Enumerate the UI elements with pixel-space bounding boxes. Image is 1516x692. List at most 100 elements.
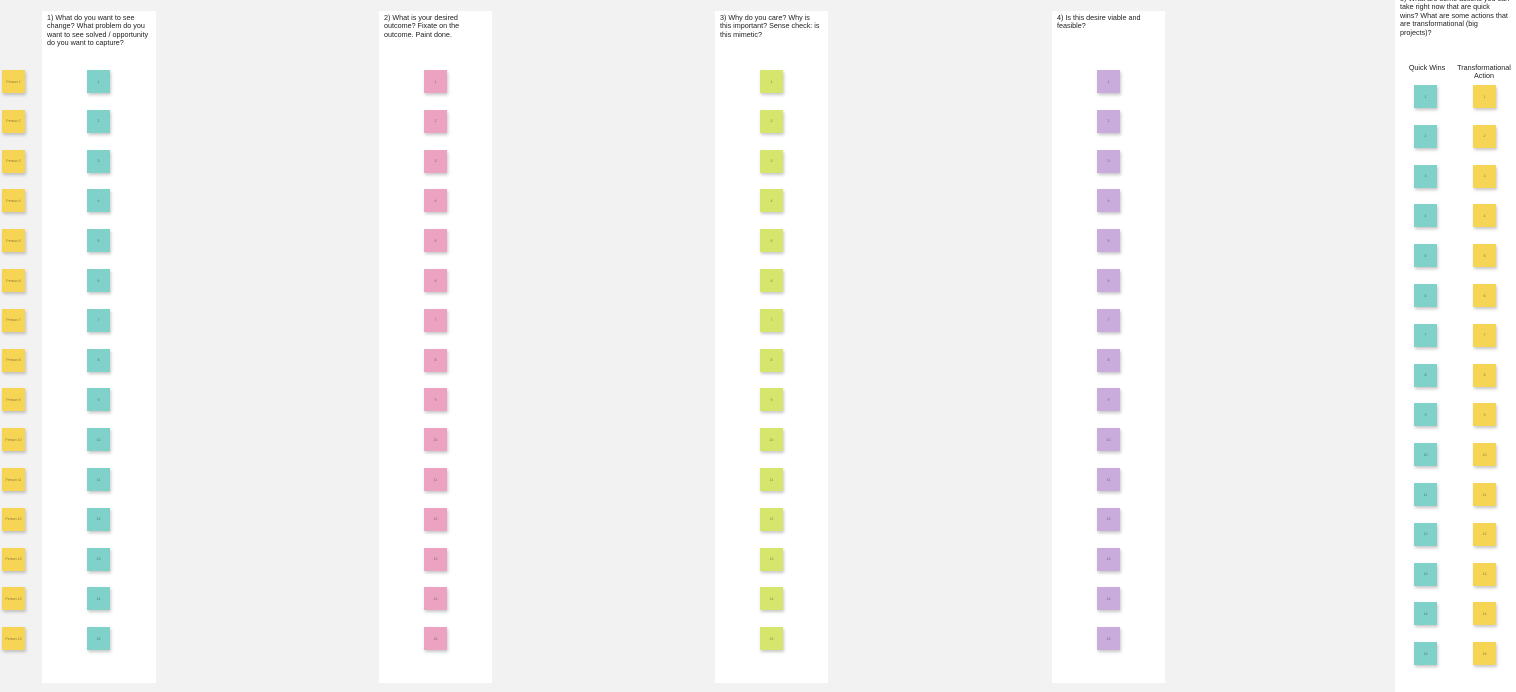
quick-wins-sticky[interactable]: 14 (1414, 602, 1437, 626)
quick-wins-sticky[interactable]: 11 (1414, 483, 1437, 506)
col3-sticky[interactable]: 1 (760, 70, 783, 93)
col3-sticky[interactable]: 12 (760, 507, 783, 531)
col3-sticky[interactable]: 15 (760, 627, 783, 651)
col1-sticky[interactable]: 5 (87, 229, 110, 253)
col1-sticky[interactable]: 12 (87, 507, 110, 531)
transformational-sticky[interactable]: 9 (1473, 403, 1496, 427)
transformational-sticky[interactable]: 5 (1473, 244, 1496, 268)
col4-sticky[interactable]: 12 (1097, 507, 1120, 531)
transformational-sticky[interactable]: 2 (1473, 124, 1496, 148)
col4-sticky[interactable]: 8 (1097, 348, 1120, 372)
col2-sticky[interactable]: 12 (424, 507, 447, 531)
col2-sticky[interactable]: 5 (424, 229, 447, 253)
col1-sticky[interactable]: 11 (87, 468, 110, 491)
transformational-sticky[interactable]: 11 (1473, 483, 1496, 506)
col2-sticky[interactable]: 6 (424, 269, 447, 292)
quick-wins-sticky[interactable]: 4 (1414, 204, 1437, 228)
transformational-sticky[interactable]: 3 (1473, 164, 1496, 188)
person-sticky[interactable]: Person 10 (2, 428, 25, 452)
col3-sticky[interactable]: 7 (760, 308, 783, 332)
transformational-sticky[interactable]: 4 (1473, 204, 1496, 228)
col2-sticky[interactable]: 11 (424, 468, 447, 491)
person-sticky[interactable]: Person 1 (2, 70, 25, 93)
col2-sticky[interactable]: 2 (424, 109, 447, 133)
col4-sticky[interactable]: 10 (1097, 428, 1120, 452)
col1-sticky[interactable]: 9 (87, 388, 110, 412)
col3-sticky[interactable]: 5 (760, 229, 783, 253)
col3-sticky[interactable]: 11 (760, 468, 783, 491)
transformational-sticky[interactable]: 10 (1473, 443, 1496, 467)
col1-sticky[interactable]: 14 (87, 587, 110, 611)
col2-sticky[interactable]: 1 (424, 70, 447, 93)
col3-sticky[interactable]: 10 (760, 428, 783, 452)
transformational-sticky[interactable]: 15 (1473, 642, 1496, 666)
quick-wins-sticky[interactable]: 13 (1414, 562, 1437, 586)
col4-sticky[interactable]: 15 (1097, 627, 1120, 651)
quick-wins-sticky[interactable]: 6 (1414, 284, 1437, 307)
col4-sticky[interactable]: 6 (1097, 269, 1120, 292)
col1-sticky[interactable]: 13 (87, 547, 110, 571)
transformational-sticky[interactable]: 14 (1473, 602, 1496, 626)
person-sticky[interactable]: Person 3 (2, 149, 25, 173)
col4-sticky[interactable]: 3 (1097, 149, 1120, 173)
col3-sticky[interactable]: 4 (760, 189, 783, 213)
col4-sticky[interactable]: 4 (1097, 189, 1120, 213)
col2-sticky[interactable]: 9 (424, 388, 447, 412)
col2-sticky[interactable]: 3 (424, 149, 447, 173)
transformational-sticky[interactable]: 13 (1473, 562, 1496, 586)
person-sticky[interactable]: Person 14 (2, 587, 25, 611)
col3-sticky[interactable]: 2 (760, 109, 783, 133)
transformational-sticky[interactable]: 12 (1473, 522, 1496, 546)
col1-sticky[interactable]: 4 (87, 189, 110, 213)
quick-wins-sticky[interactable]: 7 (1414, 323, 1437, 347)
col2-sticky[interactable]: 10 (424, 428, 447, 452)
person-sticky[interactable]: Person 6 (2, 269, 25, 292)
quick-wins-sticky[interactable]: 9 (1414, 403, 1437, 427)
quick-wins-sticky[interactable]: 1 (1414, 85, 1437, 108)
person-sticky[interactable]: Person 12 (2, 507, 25, 531)
col4-sticky[interactable]: 14 (1097, 587, 1120, 611)
col3-sticky[interactable]: 9 (760, 388, 783, 412)
col2-sticky[interactable]: 13 (424, 547, 447, 571)
col4-sticky[interactable]: 5 (1097, 229, 1120, 253)
transformational-sticky[interactable]: 7 (1473, 323, 1496, 347)
col3-sticky[interactable]: 6 (760, 269, 783, 292)
col3-sticky[interactable]: 14 (760, 587, 783, 611)
col2-sticky[interactable]: 8 (424, 348, 447, 372)
col4-sticky[interactable]: 7 (1097, 308, 1120, 332)
col1-sticky[interactable]: 10 (87, 428, 110, 452)
col4-sticky[interactable]: 1 (1097, 70, 1120, 93)
col4-sticky[interactable]: 2 (1097, 109, 1120, 133)
person-sticky[interactable]: Person 15 (2, 627, 25, 651)
quick-wins-sticky[interactable]: 10 (1414, 443, 1437, 467)
quick-wins-sticky[interactable]: 2 (1414, 124, 1437, 148)
transformational-sticky[interactable]: 8 (1473, 363, 1496, 387)
person-sticky[interactable]: Person 9 (2, 388, 25, 412)
quick-wins-sticky[interactable]: 8 (1414, 363, 1437, 387)
transformational-sticky[interactable]: 1 (1473, 85, 1496, 108)
col1-sticky[interactable]: 6 (87, 269, 110, 292)
col3-sticky[interactable]: 3 (760, 149, 783, 173)
col2-sticky[interactable]: 4 (424, 189, 447, 213)
person-sticky[interactable]: Person 5 (2, 229, 25, 253)
col2-sticky[interactable]: 7 (424, 308, 447, 332)
person-sticky[interactable]: Person 4 (2, 189, 25, 213)
col1-sticky[interactable]: 3 (87, 149, 110, 173)
col1-sticky[interactable]: 7 (87, 308, 110, 332)
quick-wins-sticky[interactable]: 3 (1414, 164, 1437, 188)
person-sticky[interactable]: Person 2 (2, 109, 25, 133)
col2-sticky[interactable]: 14 (424, 587, 447, 611)
person-sticky[interactable]: Person 7 (2, 308, 25, 332)
col1-sticky[interactable]: 2 (87, 109, 110, 133)
person-sticky[interactable]: Person 11 (2, 468, 25, 491)
person-sticky[interactable]: Person 8 (2, 348, 25, 372)
col1-sticky[interactable]: 15 (87, 627, 110, 651)
col4-sticky[interactable]: 11 (1097, 468, 1120, 491)
person-sticky[interactable]: Person 13 (2, 547, 25, 571)
col3-sticky[interactable]: 13 (760, 547, 783, 571)
transformational-sticky[interactable]: 6 (1473, 284, 1496, 307)
col4-sticky[interactable]: 13 (1097, 547, 1120, 571)
quick-wins-sticky[interactable]: 12 (1414, 522, 1437, 546)
col2-sticky[interactable]: 15 (424, 627, 447, 651)
col1-sticky[interactable]: 1 (87, 70, 110, 93)
